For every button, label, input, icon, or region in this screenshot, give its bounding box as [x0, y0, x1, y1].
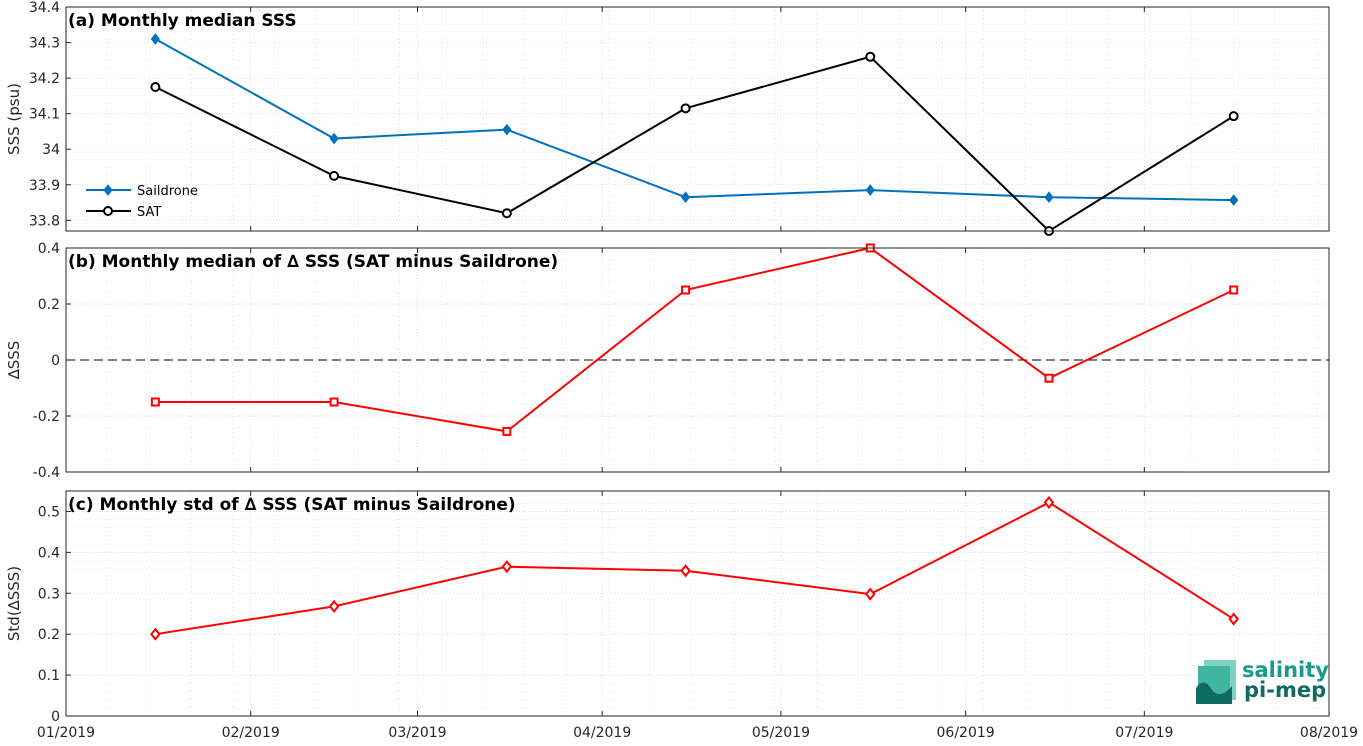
- data-point-marker: [1044, 191, 1054, 204]
- chart-panel-c: 0.5 0.4 0.3 0.2 0.1 0 (c) Monthly std of ∆ SSS…: [5, 490, 1330, 725]
- logo: salinity pi-mep: [1196, 658, 1329, 704]
- y-tick-label: -0.2: [33, 409, 60, 425]
- y-tick-label: 0.5: [38, 504, 60, 520]
- y-axis-label: Std(∆SSS): [5, 566, 23, 641]
- axes-box: [65, 490, 1330, 717]
- y-tick-label: 34.4: [29, 0, 60, 16]
- series-saildrone: [150, 33, 1239, 206]
- data-point-marker: [680, 103, 691, 114]
- data-point-marker: [150, 627, 161, 641]
- panel-title: (a) Monthly median SSS: [68, 11, 297, 31]
- panel-title: (c) Monthly std of ∆ SSS (SAT minus Sail…: [68, 495, 516, 515]
- y-tick-label: 34.3: [29, 36, 60, 52]
- y-tick-label: 34.1: [29, 107, 60, 123]
- logo-text-line1: salinity: [1242, 658, 1329, 682]
- plot-area: [66, 491, 1329, 716]
- data-point-marker: [329, 132, 339, 145]
- plot-area: [66, 7, 1329, 231]
- x-tick-label: 06/2019: [937, 725, 995, 741]
- y-tick-label: 0.2: [38, 297, 60, 313]
- x-tick-label: 08/2019: [1300, 725, 1358, 741]
- panels: 34.4 34.3 34.2 34.1 34 33.9 33.8 (a) Monthly me…: [5, 0, 1330, 725]
- y-tick-label: 33.9: [29, 178, 60, 194]
- y-tick-label: 0.1: [38, 668, 60, 684]
- y-tick-label: 34: [42, 142, 60, 158]
- y-tick-label: 0.4: [38, 545, 60, 561]
- logo-mark: [1196, 660, 1236, 704]
- panel-title: (b) Monthly median of ∆ SSS (SAT minus S…: [68, 252, 558, 272]
- data-point-marker: [865, 51, 876, 62]
- x-tick-label: 03/2019: [388, 725, 446, 741]
- data-point-marker: [681, 285, 691, 295]
- y-tick-label: 0.4: [38, 241, 60, 257]
- data-point-marker: [150, 33, 161, 45]
- data-point-marker: [680, 191, 691, 204]
- data-point-marker: [865, 184, 875, 196]
- x-tick-label: 05/2019: [752, 725, 810, 741]
- data-point-marker: [502, 123, 512, 136]
- x-tick-label: 02/2019: [222, 725, 280, 741]
- chart-panel-b: 0.4 0.2 0 -0.2 -0.4 (b) Monthly median of ∆ S…: [5, 241, 1330, 481]
- data-point-marker: [1043, 495, 1055, 510]
- data-point-marker: [1229, 285, 1239, 295]
- x-tick-label: 04/2019: [573, 725, 631, 741]
- data-point-marker: [329, 397, 339, 407]
- data-point-marker: [864, 587, 876, 601]
- data-point-marker: [1229, 194, 1239, 206]
- axes-box: [65, 247, 1330, 473]
- logo-text-line2: pi-mep: [1244, 678, 1326, 702]
- x-tick-label: 01/2019: [37, 725, 95, 741]
- data-point-marker: [1044, 373, 1054, 383]
- data-point-marker: [1228, 111, 1239, 122]
- data-point-marker: [329, 170, 340, 181]
- y-tick-label: 0: [51, 709, 60, 725]
- y-tick-label: 0.3: [38, 586, 60, 602]
- legend-label: Saildrone: [137, 184, 198, 199]
- data-point-marker: [680, 564, 691, 578]
- y-axis-label: SSS (psu): [5, 83, 23, 155]
- data-point-marker: [501, 208, 512, 219]
- data-point-marker: [1228, 612, 1239, 626]
- x-tick-label: 07/2019: [1115, 725, 1173, 741]
- y-tick-label: 0: [51, 353, 60, 369]
- legend: Saildrone SAT: [86, 184, 198, 220]
- y-tick-label: 33.8: [29, 213, 60, 229]
- y-axis-label: ∆SSS: [5, 341, 23, 381]
- series-delta: [150, 495, 1239, 641]
- y-tick-label: -0.4: [33, 465, 60, 481]
- legend-label: SAT: [137, 205, 161, 220]
- legend-marker: [103, 206, 113, 216]
- axes-box: [65, 6, 1330, 232]
- legend-marker: [103, 184, 113, 196]
- y-tick-label: 0.2: [38, 627, 60, 643]
- chart-panel-a: 34.4 34.3 34.2 34.1 34 33.9 33.8 (a) Monthly me…: [5, 0, 1330, 236]
- x-axis-tick-labels: 01/2019 02/2019 03/2019 04/2019 05/2019 06/20…: [37, 725, 1358, 741]
- data-point-marker: [501, 560, 513, 574]
- data-point-marker: [502, 426, 512, 436]
- data-point-marker: [150, 397, 160, 407]
- data-point-marker: [150, 82, 161, 92]
- data-point-marker: [328, 599, 340, 613]
- y-tick-label: 34.2: [29, 71, 60, 87]
